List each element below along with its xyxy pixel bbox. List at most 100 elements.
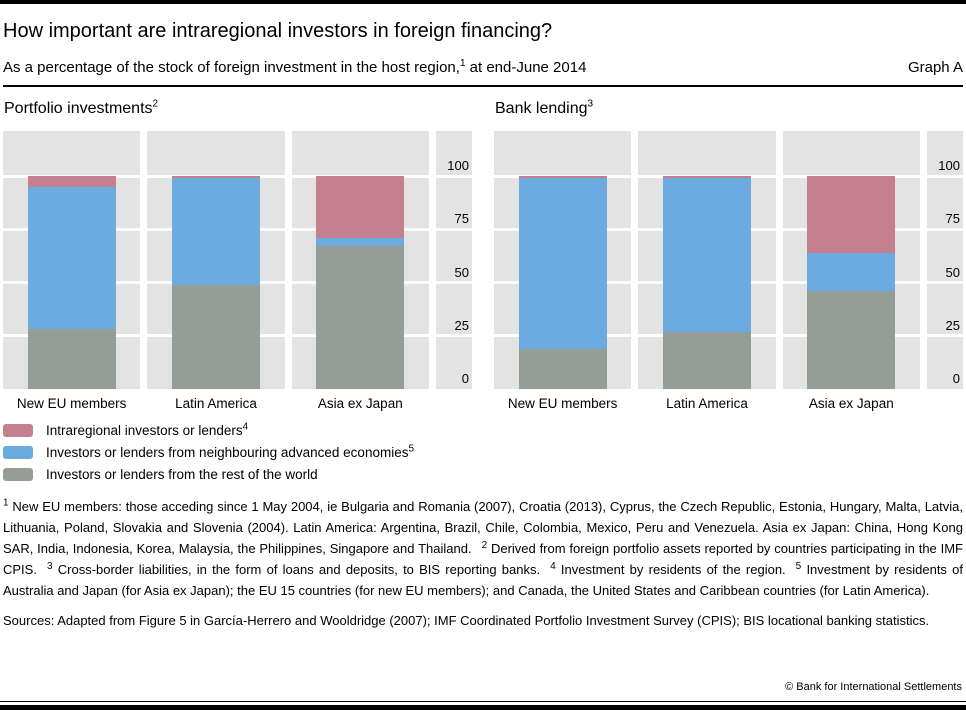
legend-item-rest-of-world: Investors or lenders from the rest of th… [3, 467, 963, 482]
y-axis-tick-0: 0 [952, 371, 960, 386]
bar-segment-intraregional [518, 176, 607, 179]
y-axis-tick-100: 100 [447, 158, 469, 173]
legend-swatch-advanced [3, 446, 33, 459]
y-axis-tick-75: 75 [945, 211, 960, 227]
gridline-75 [926, 227, 963, 231]
bar-segment-intraregional [27, 176, 116, 187]
graph-label: Graph A [907, 59, 963, 76]
gridline-100 [291, 174, 429, 178]
footnote-marker-3: 3 [46, 560, 53, 572]
footnote-text-1: New EU members: those acceding since 1 M… [3, 499, 963, 556]
bar-segment-rest [316, 246, 405, 389]
bottom-rule-bar [0, 705, 966, 710]
footnote-marker-5: 5 [795, 560, 802, 572]
bar-segment-advanced [171, 178, 260, 285]
gridline-100 [3, 174, 141, 178]
legend-footnote-ref: 5 [408, 443, 415, 455]
legend-label: Investors or lenders from the rest of th… [46, 467, 318, 482]
sources: Sources: Adapted from Figure 5 in García… [3, 613, 930, 628]
bar-segment-rest [807, 291, 896, 389]
bar-segment-rest [662, 331, 751, 389]
stacked-bar [518, 176, 607, 389]
plot-panel-new-eu-members [3, 131, 141, 389]
plot-panel-asia-ex-japan [782, 131, 920, 389]
footnote-marker-4: 4 [550, 560, 556, 572]
charts-area: Portfolio investments2 0 25 50 75 100 New EU… [3, 99, 963, 411]
stacked-bar [316, 176, 405, 389]
legend-swatch-intraregional [3, 424, 33, 437]
plot-panel-asia-ex-japan [291, 131, 429, 389]
gridline-100 [494, 174, 632, 178]
y-axis-tick-75: 75 [454, 211, 469, 227]
category-axis: New EU members Latin America Asia ex Japan [3, 396, 472, 411]
bar-segment-intraregional [662, 176, 751, 179]
y-axis-tick-25: 25 [454, 317, 469, 333]
footnote-marker-2: 2 [481, 539, 488, 551]
copyright: © Bank for International Settlements [785, 681, 962, 693]
stacked-bar [807, 176, 896, 389]
gridline-100 [782, 174, 920, 178]
legend-item-intraregional: Intraregional investors or lenders4 [3, 421, 963, 438]
footnote-text-4: Investment by residents of the region. [555, 562, 786, 577]
legend-footnote-ref: 4 [242, 421, 249, 433]
y-axis-tick-50: 50 [945, 264, 960, 280]
footnote-text-5: Investment by residents of Australia and… [3, 562, 963, 598]
category-label-asia-ex-japan: Asia ex Japan [808, 396, 894, 411]
category-axis: New EU members Latin America Asia ex Japan [494, 396, 963, 411]
subtitle: As a percentage of the stock of foreign … [3, 58, 587, 77]
subtitle-row: As a percentage of the stock of foreign … [3, 58, 963, 77]
page: How important are intraregional investor… [0, 19, 966, 631]
legend-label: Investors or lenders from neighbouring a… [46, 443, 415, 460]
category-label-latin-america: Latin America [175, 396, 257, 411]
category-axis-spacer [927, 396, 963, 411]
plot-panel-latin-america [147, 131, 285, 389]
bar-segment-rest [27, 329, 116, 389]
gridline-100 [926, 174, 963, 178]
stacked-bar [662, 176, 751, 389]
bar-segment-intraregional [171, 176, 260, 179]
category-label-new-eu-members: New EU members [16, 396, 127, 411]
gridline-25 [926, 334, 963, 338]
plot-area: 0 25 50 75 100 [3, 131, 472, 389]
bar-segment-advanced [518, 178, 607, 349]
stacked-bar [171, 176, 260, 389]
gridline-75 [435, 227, 472, 231]
bar-segment-rest [171, 284, 260, 389]
bar-segment-advanced [807, 252, 896, 292]
page-title: How important are intraregional investor… [3, 20, 553, 42]
legend-swatch-rest [3, 468, 33, 481]
gridline-100 [147, 174, 285, 178]
bar-segment-intraregional [316, 176, 405, 238]
chart-portfolio-investments: Portfolio investments2 0 25 50 75 100 New EU… [3, 99, 472, 411]
bar-segment-advanced [316, 237, 405, 247]
chart-title-footnote-ref: 2 [152, 98, 159, 110]
category-label-asia-ex-japan: Asia ex Japan [317, 396, 403, 411]
y-axis-tick-100: 100 [938, 158, 960, 173]
chart-title: Bank lending3 [495, 98, 594, 117]
y-axis-tick-0: 0 [461, 371, 469, 386]
legend: Intraregional investors or lenders4 Inve… [3, 421, 963, 482]
bar-segment-rest [518, 348, 607, 389]
y-axis-tick-50: 50 [454, 264, 469, 280]
top-rule-bar [0, 0, 966, 4]
plot-panel-latin-america [638, 131, 776, 389]
stacked-bar [27, 176, 116, 389]
gridline-25 [435, 334, 472, 338]
header-divider [3, 85, 963, 87]
category-label-latin-america: Latin America [666, 396, 748, 411]
chart-bank-lending: Bank lending3 0 25 50 75 100 New EU members L… [494, 99, 963, 411]
footnotes: 1 New EU members: those acceding since 1… [3, 496, 963, 601]
category-axis-spacer [436, 396, 472, 411]
chart-title-footnote-ref: 3 [587, 98, 594, 110]
y-axis-label-column: 0 25 50 75 100 [435, 131, 472, 389]
y-axis-tick-25: 25 [945, 317, 960, 333]
bar-segment-advanced [27, 186, 116, 330]
plot-area: 0 25 50 75 100 [494, 131, 963, 389]
plot-panel-new-eu-members [494, 131, 632, 389]
legend-item-advanced-economies: Investors or lenders from neighbouring a… [3, 443, 963, 460]
gridline-50 [926, 281, 963, 284]
category-label-new-eu-members: New EU members [507, 396, 618, 411]
gridline-100 [435, 174, 472, 178]
subtitle-footnote-ref: 1 [459, 58, 466, 69]
y-axis-label-column: 0 25 50 75 100 [926, 131, 963, 389]
